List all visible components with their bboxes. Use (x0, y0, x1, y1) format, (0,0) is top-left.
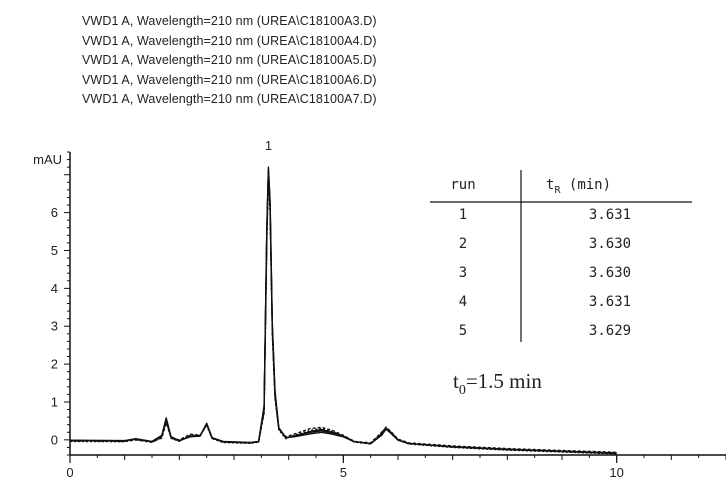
table-cell-tr: 3.630 (589, 265, 631, 281)
table-header-run: run (450, 177, 475, 193)
table-header-unit: (min) (560, 177, 611, 193)
x-tick-label: 10 (609, 465, 623, 480)
table-cell-run: 2 (459, 236, 467, 252)
dead-time-t: t (453, 369, 459, 393)
chart-legend: VWD1 A, Wavelength=210 nm (UREA\C18100A3… (82, 12, 377, 110)
series-line-3 (69, 166, 617, 455)
y-tick-label: 4 (51, 281, 58, 296)
table-cell-tr: 3.630 (589, 236, 631, 252)
table-header-tr: tR (min) (546, 177, 611, 196)
table-cell-run: 4 (459, 294, 467, 310)
y-axis-label: mAU (33, 152, 62, 167)
table-header-t: t (546, 177, 554, 193)
legend-entry: VWD1 A, Wavelength=210 nm (UREA\C18100A4… (82, 33, 377, 48)
legend-entry: VWD1 A, Wavelength=210 nm (UREA\C18100A6… (82, 72, 377, 87)
legend-entry: VWD1 A, Wavelength=210 nm (UREA\C18100A5… (82, 53, 377, 68)
table-cell-run: 5 (459, 323, 467, 339)
y-tick-label: 3 (51, 319, 58, 334)
x-tick-label: 5 (340, 465, 347, 480)
series-group (69, 166, 617, 455)
dead-time-annotation: t0=1.5 min (453, 369, 542, 398)
inset-table: run tR (min) 1 3.631 2 3.630 3 3.630 4 3.631 5 3.… (430, 170, 692, 342)
table-cell-tr: 3.631 (589, 207, 631, 223)
table-cell-run: 3 (459, 265, 467, 281)
peak-label: 1 (265, 138, 272, 153)
table-rows: 1 3.631 2 3.630 3 3.630 4 3.631 5 3.629 (459, 207, 631, 339)
y-tick-label: 6 (51, 205, 58, 220)
series-line-4 (69, 172, 617, 455)
y-tick-label: 1 (51, 394, 58, 409)
y-ticks: 0 1 2 3 4 5 6 (51, 151, 70, 456)
y-tick-label: 0 (51, 432, 58, 447)
series-line-1 (69, 168, 617, 454)
table-header-subscript: R (554, 185, 561, 196)
table-cell-tr: 3.631 (589, 294, 631, 310)
dead-time-value: =1.5 min (466, 369, 543, 393)
series-line-5 (69, 170, 617, 454)
y-tick-label: 5 (51, 243, 58, 258)
x-ticks: 0 5 10 (66, 455, 726, 480)
table-cell-tr: 3.629 (589, 323, 631, 339)
legend-entry: VWD1 A, Wavelength=210 nm (UREA\C18100A7… (82, 92, 377, 107)
table-cell-run: 1 (459, 207, 467, 223)
dead-time-subscript: 0 (459, 383, 466, 398)
series-line-2 (69, 175, 617, 453)
legend-entry: VWD1 A, Wavelength=210 nm (UREA\C18100A3… (82, 14, 377, 28)
y-tick-label: 2 (51, 357, 58, 372)
x-tick-label: 0 (66, 465, 73, 480)
